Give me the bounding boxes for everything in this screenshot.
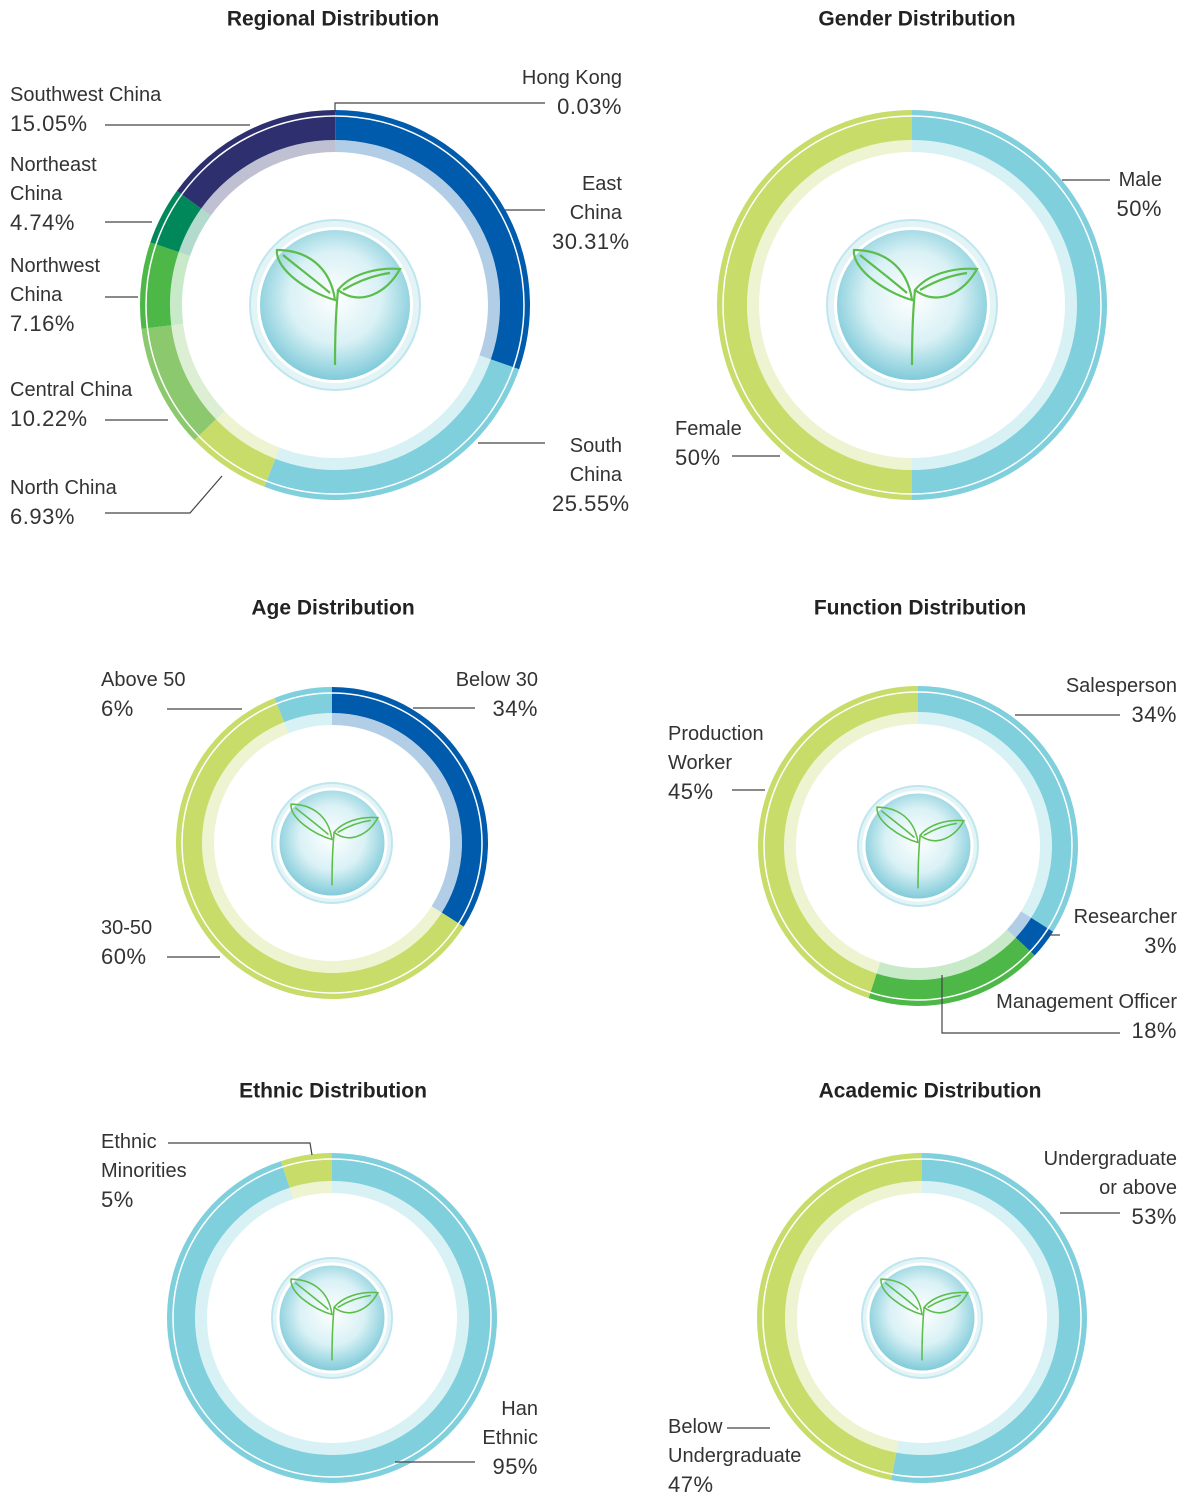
value-label: 50% [675, 444, 742, 472]
category-label: Northeast China [10, 151, 110, 209]
category-label: Management Officer [996, 988, 1177, 1017]
value-label: 0.03% [522, 93, 622, 121]
value-label: 10.22% [10, 405, 132, 433]
value-label: 25.55% [552, 490, 622, 518]
category-label: Hong Kong [522, 64, 622, 93]
category-label: Undergraduate or above [1027, 1145, 1177, 1203]
value-label: 47% [668, 1471, 818, 1497]
value-label: 4.74% [10, 209, 110, 237]
value-label: 95% [468, 1453, 538, 1481]
category-label: South China [552, 432, 622, 490]
value-label: 50% [1116, 195, 1162, 223]
value-label: 18% [996, 1017, 1177, 1045]
slice-label: Salesperson34% [1066, 672, 1177, 729]
value-label: 53% [1027, 1203, 1177, 1231]
category-label: Ethnic Minorities [101, 1128, 201, 1186]
category-label: Han Ethnic [468, 1395, 538, 1453]
value-label: 34% [456, 695, 538, 723]
category-label: Below Undergraduate [668, 1413, 818, 1471]
chart-title: Ethnic Distribution [239, 1080, 427, 1103]
value-label: 60% [101, 943, 152, 971]
leader-line [335, 103, 545, 112]
leader-line [105, 476, 222, 513]
center-icon [862, 1258, 982, 1378]
category-label: Male [1116, 166, 1162, 195]
value-label: 6% [101, 695, 186, 723]
value-label: 5% [101, 1186, 201, 1214]
center-icon [858, 786, 978, 906]
category-label: Central China [10, 376, 132, 405]
category-label: Northwest China [10, 252, 110, 310]
category-label: East China [552, 170, 622, 228]
value-label: 6.93% [10, 503, 117, 531]
category-label: Below 30 [456, 666, 538, 695]
category-label: Salesperson [1066, 672, 1177, 701]
chart-title: Gender Distribution [818, 8, 1015, 31]
chart-title: Regional Distribution [227, 8, 439, 31]
category-label: Southwest China [10, 81, 161, 110]
slice-label: South China25.55% [552, 432, 622, 518]
center-icon [250, 220, 420, 390]
slice-label: Female50% [675, 415, 742, 472]
center-icon [272, 783, 392, 903]
category-label: Female [675, 415, 742, 444]
value-label: 7.16% [10, 310, 110, 338]
value-label: 15.05% [10, 110, 161, 138]
value-label: 34% [1066, 701, 1177, 729]
category-label: Researcher [1074, 903, 1177, 932]
category-label: 30-50 [101, 914, 152, 943]
chart-title: Academic Distribution [819, 1080, 1042, 1103]
slice-label: Ethnic Minorities5% [101, 1128, 201, 1214]
page: Regional Distribution Gender Distribution… [0, 0, 1182, 1497]
category-label: North China [10, 474, 117, 503]
chart-title: Age Distribution [251, 597, 414, 620]
center-icon [827, 220, 997, 390]
value-label: 3% [1074, 932, 1177, 960]
value-label: 45% [668, 778, 778, 806]
value-label: 30.31% [552, 228, 622, 256]
chart-title: Function Distribution [814, 597, 1026, 620]
slice-label: Northeast China4.74% [10, 151, 110, 237]
category-label: Production Worker [668, 720, 778, 778]
category-label: Above 50 [101, 666, 186, 695]
center-icon [272, 1258, 392, 1378]
